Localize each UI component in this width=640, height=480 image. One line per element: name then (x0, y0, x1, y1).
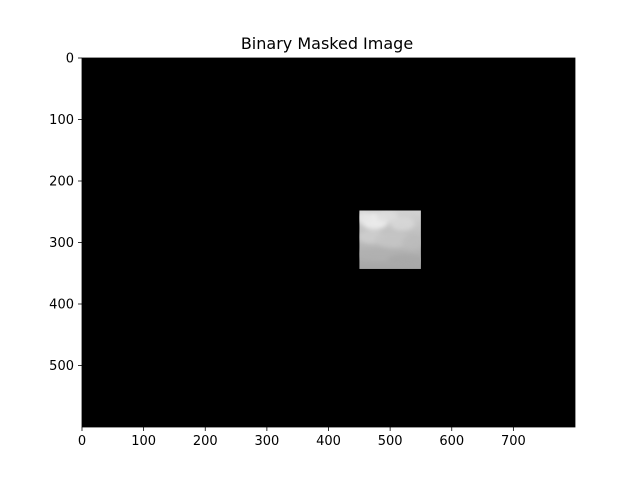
x-tick-label: 500 (378, 434, 403, 449)
y-axis: 0 100 200 300 400 500 (49, 52, 82, 374)
cloud-texture (359, 210, 421, 267)
x-tick-label: 0 (78, 434, 86, 449)
y-tick-label: 400 (49, 298, 74, 313)
chart-title: Binary Masked Image (241, 34, 413, 53)
y-tick-label: 200 (49, 175, 74, 190)
cloud-blob (390, 216, 415, 231)
plot-area (81, 57, 576, 428)
y-tick-label: 0 (66, 52, 74, 67)
x-tick-label: 100 (131, 434, 156, 449)
x-tick-label: 200 (193, 434, 218, 449)
masked-image-background (82, 58, 575, 427)
y-tick-label: 500 (49, 359, 74, 374)
x-tick-label: 700 (501, 434, 526, 449)
cloud-blob (401, 235, 421, 250)
visible-image-patch (359, 210, 421, 269)
x-tick-label: 400 (316, 434, 341, 449)
cloud-blob (387, 254, 421, 267)
x-axis: 0 100 200 300 400 500 600 700 (78, 427, 526, 449)
cloud-blob (359, 211, 373, 224)
y-tick-label: 100 (49, 113, 74, 128)
x-tick-label: 600 (439, 434, 464, 449)
y-tick-label: 300 (49, 236, 74, 251)
x-tick-label: 300 (254, 434, 279, 449)
